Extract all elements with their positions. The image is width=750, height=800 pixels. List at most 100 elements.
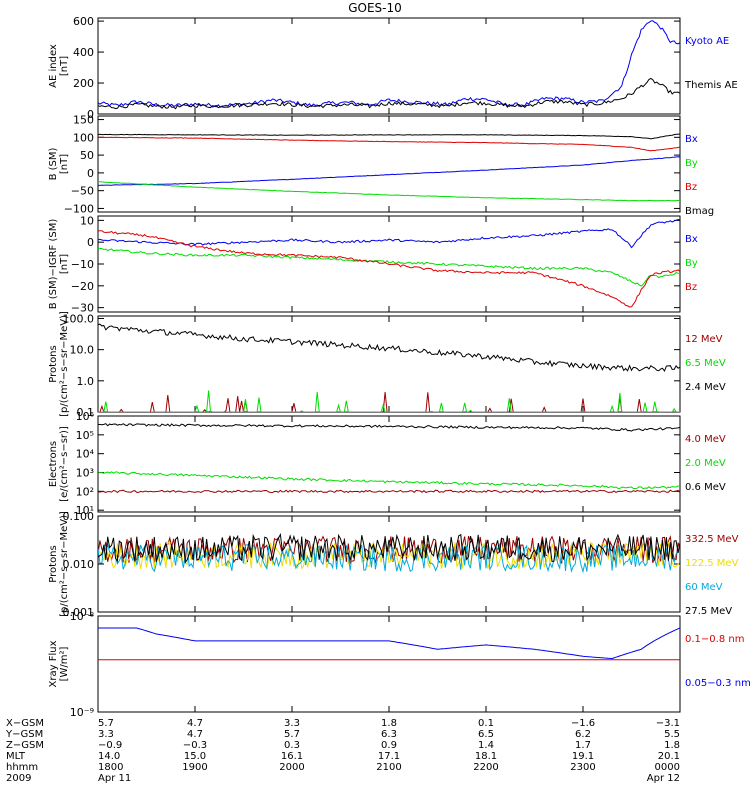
panel-protons_low: 0.0010.0100.100Protons[p/(cm²−s−sr−MeV)]… bbox=[48, 510, 739, 619]
legend-entry: Kyoto AE bbox=[685, 36, 729, 47]
y-tick-label: 10⁻⁸ bbox=[70, 610, 95, 623]
legend-entry: 2.4 MeV bbox=[685, 382, 726, 393]
y-tick-label: 10⁻⁹ bbox=[70, 706, 94, 719]
legend-entry: By bbox=[685, 158, 698, 169]
y-tick-label: −100 bbox=[64, 202, 94, 215]
y-axis-label: Protons[p/(cm²−s−sr−MeV)] bbox=[48, 511, 70, 617]
y-tick-label: 10 bbox=[80, 214, 94, 227]
panel-frame bbox=[97, 315, 681, 413]
footer-row-label: 2009 bbox=[6, 773, 31, 784]
y-tick-label: 10⁴ bbox=[76, 448, 95, 461]
legend-entry: 332.5 MeV bbox=[685, 534, 739, 545]
y-tick-label: 10³ bbox=[76, 467, 94, 480]
footer-cell: Apr 12 bbox=[647, 773, 680, 784]
footer-cell: 0000 bbox=[655, 762, 680, 773]
legend-entry: 0.6 MeV bbox=[685, 482, 726, 493]
footer-cell: 2100 bbox=[376, 762, 401, 773]
y-tick-label: 10¹ bbox=[76, 504, 94, 517]
y-tick-label: 50 bbox=[80, 149, 94, 162]
legend-entry: 4.0 MeV bbox=[685, 434, 726, 445]
series-line-4-0-mev bbox=[98, 489, 680, 494]
legend-entry: 122.5 MeV bbox=[685, 558, 739, 569]
series-line-12-mev bbox=[98, 391, 680, 412]
legend-entry: 0.05−0.3 nm bbox=[685, 678, 750, 689]
legend-entry: 60 MeV bbox=[685, 582, 723, 593]
y-tick-label: 0.001 bbox=[63, 606, 95, 619]
y-axis-label-line: B (SM) bbox=[48, 147, 59, 180]
footer-cell: 15.0 bbox=[184, 751, 206, 762]
legend-entry: Themis AE bbox=[684, 80, 738, 91]
y-axis-label-line: B (SM)−IGRF (SM) bbox=[48, 219, 59, 310]
footer-cell: 5.7 bbox=[98, 718, 114, 729]
footer-row-label: MLT bbox=[6, 751, 26, 762]
series-line-by bbox=[98, 181, 680, 202]
series-line-0-05-0-3-nm bbox=[98, 627, 680, 660]
y-tick-label: 100 bbox=[73, 131, 94, 144]
footer-cell: 1.8 bbox=[381, 718, 397, 729]
footer-cell: 2300 bbox=[570, 762, 595, 773]
footer-cell: 14.0 bbox=[98, 751, 120, 762]
footer-row-label: hhmm bbox=[6, 762, 38, 773]
y-axis-label: B (SM)[nT] bbox=[48, 147, 70, 180]
series-line-60-mev bbox=[98, 542, 680, 574]
y-tick-label: 0 bbox=[87, 108, 94, 121]
footer-cell: 0.9 bbox=[381, 740, 397, 751]
footer-row-label: X−GSM bbox=[6, 718, 44, 729]
footer-cell: 6.2 bbox=[575, 729, 591, 740]
legend-entry: By bbox=[685, 258, 698, 269]
footer-cell: 2200 bbox=[473, 762, 498, 773]
footer-cell: 0.1 bbox=[478, 718, 494, 729]
y-axis-label-line: [nT] bbox=[59, 154, 70, 174]
footer-ephemeris: X−GSM 5.7 4.7 3.3 1.8 0.1 −1.6 −3.1 Y−GSM 3.3 4.7 5… bbox=[5, 718, 680, 784]
y-tick-label: 400 bbox=[73, 46, 94, 59]
series-group bbox=[98, 20, 680, 110]
footer-cell: 1.4 bbox=[478, 740, 494, 751]
panel-protons_high: 0.11.010.0100.0Protons[p/(cm²−s−sr−MeV)]… bbox=[48, 311, 726, 419]
y-tick-label: −50 bbox=[71, 185, 94, 198]
y-tick-label: 1.0 bbox=[77, 375, 95, 388]
legend-entry: Bmag bbox=[685, 206, 714, 217]
legend-entry: Bz bbox=[685, 182, 697, 193]
y-axis-label-line: [nT] bbox=[59, 254, 70, 274]
y-tick-label: 0.100 bbox=[63, 510, 95, 523]
y-axis-label-line: Protons bbox=[48, 345, 59, 382]
panel-xray: 10⁻⁹ 10⁻⁸ Xray Flux[W/m²] 0.1−0.8 nm 0.05−0.… bbox=[48, 610, 750, 719]
footer-cell: 5.7 bbox=[284, 729, 300, 740]
footer-cell: 2000 bbox=[279, 762, 304, 773]
y-tick-label: 150 bbox=[73, 114, 94, 127]
panel-frame bbox=[97, 515, 681, 613]
y-axis-label-line: Electrons bbox=[48, 441, 59, 487]
y-tick-label: 0.1 bbox=[77, 406, 95, 419]
legend-entry: 2.0 MeV bbox=[685, 458, 726, 469]
y-tick-label: −10 bbox=[71, 258, 94, 271]
y-axis-label: AE index[nT] bbox=[48, 44, 70, 88]
footer-cell: 1.7 bbox=[575, 740, 591, 751]
panel-bsm: −100 −50 0 50 100 150 B (SM)[nT] Bx By Bz Bmag bbox=[48, 114, 714, 217]
y-tick-label: 10⁶ bbox=[76, 410, 95, 423]
y-axis-label: Electrons[e/(cm²−s−sr)] bbox=[48, 426, 70, 502]
legend-entry: Bx bbox=[685, 234, 698, 245]
series-line-by bbox=[98, 247, 680, 287]
series-line-bz bbox=[98, 230, 680, 308]
footer-cell: −1.6 bbox=[571, 718, 595, 729]
series-line-2-0-mev bbox=[98, 471, 680, 490]
footer-cell: 1.8 bbox=[664, 740, 680, 751]
panel-frame bbox=[97, 415, 681, 513]
legend-entry: 12 MeV bbox=[685, 334, 723, 345]
y-axis-label-line: Protons bbox=[48, 545, 59, 582]
panel-electrons: 10¹ 10² 10³ 10⁴ 10⁵ 10⁶ Electrons[e/(cm²−s−sr)… bbox=[48, 410, 726, 517]
footer-cell: 16.1 bbox=[281, 751, 303, 762]
footer-cell: 6.3 bbox=[381, 729, 397, 740]
y-axis-label-line: [nT] bbox=[59, 56, 70, 76]
footer-cell: 18.1 bbox=[475, 751, 497, 762]
panel-frame bbox=[97, 615, 681, 713]
footer-cell: −0.3 bbox=[183, 740, 207, 751]
y-axis-label: B (SM)−IGRF (SM)[nT] bbox=[48, 219, 70, 310]
footer-cell: 3.3 bbox=[284, 718, 300, 729]
y-tick-label: −20 bbox=[71, 280, 94, 293]
series-line-2-4-mev bbox=[98, 323, 680, 373]
footer-cell: 19.1 bbox=[572, 751, 594, 762]
legend-entry: 27.5 MeV bbox=[685, 606, 732, 617]
series-line-themis-ae bbox=[98, 77, 680, 110]
